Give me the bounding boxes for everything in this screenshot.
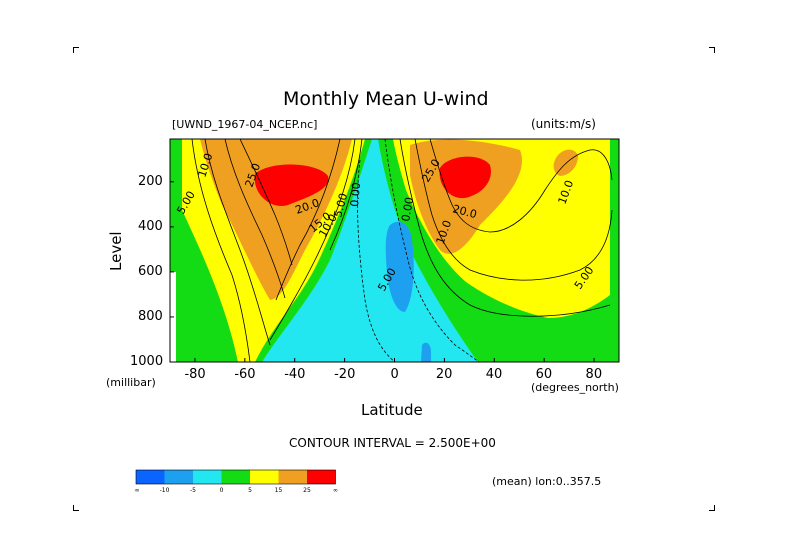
units-label: (units:m/s) bbox=[531, 117, 596, 131]
crop-mark-top-right bbox=[709, 47, 715, 53]
colorbar-box bbox=[278, 470, 307, 484]
contour-interval-text: CONTOUR INTERVAL = 2.500E+00 bbox=[289, 436, 496, 450]
x-tick-label: 80 bbox=[585, 367, 603, 382]
chart-title: Monthly Mean U-wind bbox=[283, 88, 489, 110]
x-tick-label: 60 bbox=[535, 367, 553, 382]
colorbar-label: 0 bbox=[220, 487, 224, 494]
x-axis-label: Latitude bbox=[361, 401, 423, 419]
contour-label: 0.00 bbox=[399, 196, 416, 222]
colorbar-box bbox=[221, 470, 250, 484]
plot-fill bbox=[170, 139, 619, 362]
contour-label: 20.0 bbox=[451, 202, 478, 221]
crop-mark-bottom-left bbox=[73, 505, 79, 511]
x-tick-label: 20 bbox=[435, 367, 453, 382]
sh-red-core bbox=[254, 164, 329, 206]
colorbar-label: 25 bbox=[303, 487, 311, 494]
y-tick-label: 800 bbox=[138, 308, 163, 324]
y-tick-label: 600 bbox=[138, 263, 163, 279]
crop-mark-bottom-right bbox=[709, 505, 715, 511]
y-axis-unit: (millibar) bbox=[106, 376, 156, 389]
colorbar-label: 15 bbox=[275, 487, 283, 494]
surface-blue-area bbox=[421, 342, 431, 362]
y-tick-label: 200 bbox=[138, 173, 163, 189]
x-tick-label: 40 bbox=[485, 367, 503, 382]
colorbar-label: -∞ bbox=[134, 487, 140, 494]
x-tick-label: 0 bbox=[390, 367, 399, 382]
y-tick-label: 400 bbox=[138, 218, 163, 234]
colorbar-box bbox=[307, 470, 336, 484]
tropical-blue-area bbox=[385, 221, 414, 312]
y-tick-label: 1000 bbox=[130, 354, 164, 369]
file-label: [UWND_1967-04_NCEP.nc] bbox=[172, 118, 318, 131]
colorbar-box bbox=[164, 470, 193, 484]
tick-marks bbox=[170, 181, 595, 363]
colorbar-label: -10 bbox=[160, 487, 170, 494]
x-tick-label: -40 bbox=[284, 367, 306, 382]
crop-mark-top-left bbox=[73, 47, 79, 53]
colorbar-label: -5 bbox=[190, 487, 196, 494]
contour-label: 5.00 bbox=[331, 192, 350, 219]
y-axis-label: Level bbox=[107, 231, 125, 271]
colorbar-box bbox=[250, 470, 279, 484]
x-tick-label: -60 bbox=[234, 367, 256, 382]
colorbar-box bbox=[136, 470, 165, 484]
x-tick-label: -80 bbox=[184, 367, 206, 382]
mean-text: (mean) lon:0..357.5 bbox=[492, 475, 602, 488]
colorbar-frame bbox=[135, 469, 336, 485]
colorbar-label: 5 bbox=[248, 487, 252, 494]
contour-lines bbox=[191, 139, 613, 362]
colorbar-box bbox=[193, 470, 222, 484]
x-axis-unit: (degrees_north) bbox=[531, 381, 619, 394]
contour-label: 0.00 bbox=[348, 182, 363, 208]
nh-red-core bbox=[439, 156, 491, 199]
x-tick-label: -20 bbox=[334, 367, 356, 382]
colorbar: -∞ -10 -5 0 5 15 25 ∞ bbox=[134, 469, 338, 494]
colorbar-label: ∞ bbox=[333, 487, 338, 494]
